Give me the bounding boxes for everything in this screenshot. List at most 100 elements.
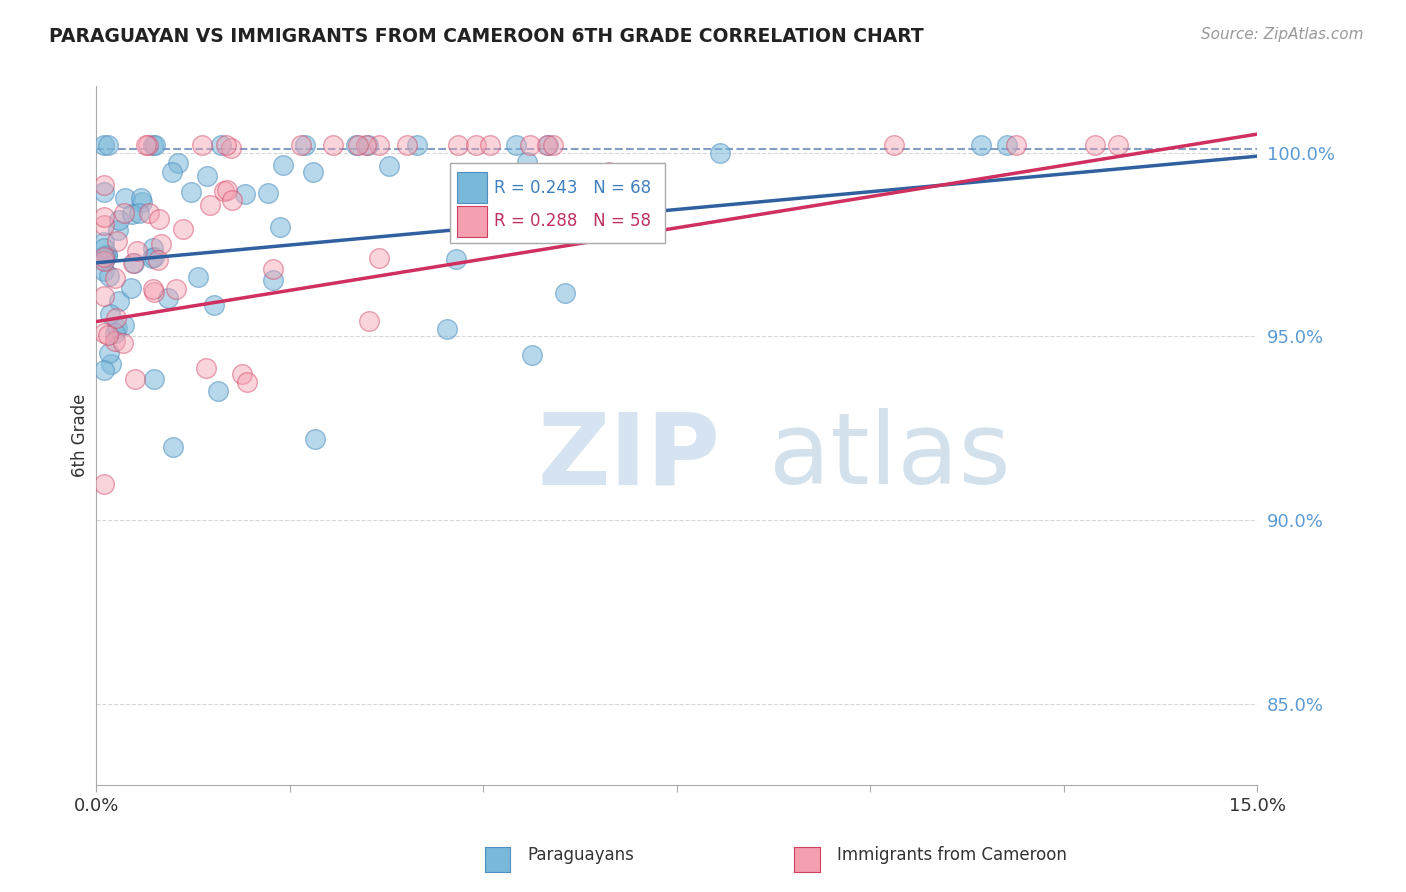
Point — [221, 194, 243, 208]
Point — [236, 375, 259, 389]
Point — [367, 138, 389, 153]
Point — [142, 138, 165, 153]
Point — [138, 205, 160, 219]
Point — [215, 138, 238, 153]
Point — [271, 158, 294, 172]
Point — [209, 138, 232, 153]
Point — [522, 348, 544, 362]
Point — [256, 186, 278, 201]
Point — [135, 138, 157, 153]
Point — [454, 217, 477, 231]
Point — [290, 138, 312, 153]
Point — [187, 269, 209, 284]
Point — [93, 253, 115, 268]
Point — [98, 307, 121, 321]
Point — [142, 282, 165, 296]
Text: ZIP: ZIP — [537, 408, 720, 505]
Point — [143, 372, 166, 386]
Point — [519, 138, 541, 153]
Point — [195, 169, 218, 183]
Point — [262, 272, 284, 286]
Text: Source: ZipAtlas.com: Source: ZipAtlas.com — [1201, 27, 1364, 42]
Point — [93, 235, 115, 249]
Point — [709, 145, 731, 160]
Text: R = 0.288   N = 58: R = 0.288 N = 58 — [495, 212, 651, 230]
Point — [233, 186, 256, 201]
Point — [166, 156, 188, 170]
Point — [367, 251, 389, 265]
Text: Immigrants from Cameroon: Immigrants from Cameroon — [837, 846, 1066, 863]
Point — [162, 441, 184, 455]
Point — [198, 198, 221, 212]
Point — [191, 138, 214, 153]
Point — [165, 283, 187, 297]
Point — [536, 138, 558, 153]
Text: Paraguayans: Paraguayans — [527, 846, 634, 863]
Point — [162, 165, 184, 179]
Point — [104, 270, 127, 285]
Point — [142, 285, 165, 299]
Point — [97, 268, 120, 283]
Point — [93, 363, 115, 377]
Point — [523, 202, 546, 217]
Point — [294, 138, 316, 153]
Point — [112, 205, 135, 219]
Point — [217, 183, 239, 197]
Point — [107, 213, 129, 227]
Point — [541, 138, 564, 153]
Point — [120, 281, 142, 295]
Point — [212, 184, 235, 198]
Point — [94, 248, 117, 262]
Point — [93, 241, 115, 255]
Point — [93, 185, 115, 199]
Point — [516, 154, 538, 169]
Point — [356, 138, 378, 153]
Point — [302, 165, 325, 179]
Point — [107, 320, 129, 334]
Point — [598, 165, 620, 179]
Point — [172, 222, 194, 236]
Point — [883, 138, 905, 153]
Point — [269, 219, 291, 234]
Point — [446, 138, 468, 153]
Point — [554, 285, 576, 300]
Text: R = 0.243   N = 68: R = 0.243 N = 68 — [495, 178, 651, 196]
Point — [396, 138, 419, 153]
Point — [131, 194, 153, 209]
Point — [143, 250, 166, 264]
Point — [107, 293, 129, 308]
Text: PARAGUAYAN VS IMMIGRANTS FROM CAMEROON 6TH GRADE CORRELATION CHART: PARAGUAYAN VS IMMIGRANTS FROM CAMEROON 6… — [49, 27, 924, 45]
Point — [444, 252, 467, 266]
FancyBboxPatch shape — [450, 163, 665, 244]
Point — [479, 138, 502, 153]
Point — [304, 432, 326, 446]
Point — [96, 248, 118, 262]
Point — [93, 476, 115, 491]
Point — [464, 138, 486, 153]
Point — [93, 178, 115, 192]
Point — [436, 322, 458, 336]
Point — [111, 336, 134, 351]
Point — [93, 326, 115, 340]
Point — [969, 138, 991, 153]
Point — [122, 255, 145, 269]
Point — [114, 318, 136, 333]
Point — [357, 314, 380, 328]
Point — [149, 236, 172, 251]
Y-axis label: 6th Grade: 6th Grade — [72, 394, 89, 477]
Point — [378, 159, 401, 173]
Point — [104, 311, 127, 326]
Point — [100, 357, 122, 371]
Point — [344, 138, 367, 153]
Point — [129, 191, 152, 205]
Point — [143, 138, 166, 153]
Point — [127, 244, 149, 258]
Point — [107, 223, 129, 237]
Point — [1084, 138, 1107, 153]
Point — [121, 207, 143, 221]
Point — [354, 138, 377, 153]
Point — [142, 242, 165, 256]
Point — [124, 371, 146, 385]
Point — [505, 138, 527, 153]
Point — [221, 141, 243, 155]
